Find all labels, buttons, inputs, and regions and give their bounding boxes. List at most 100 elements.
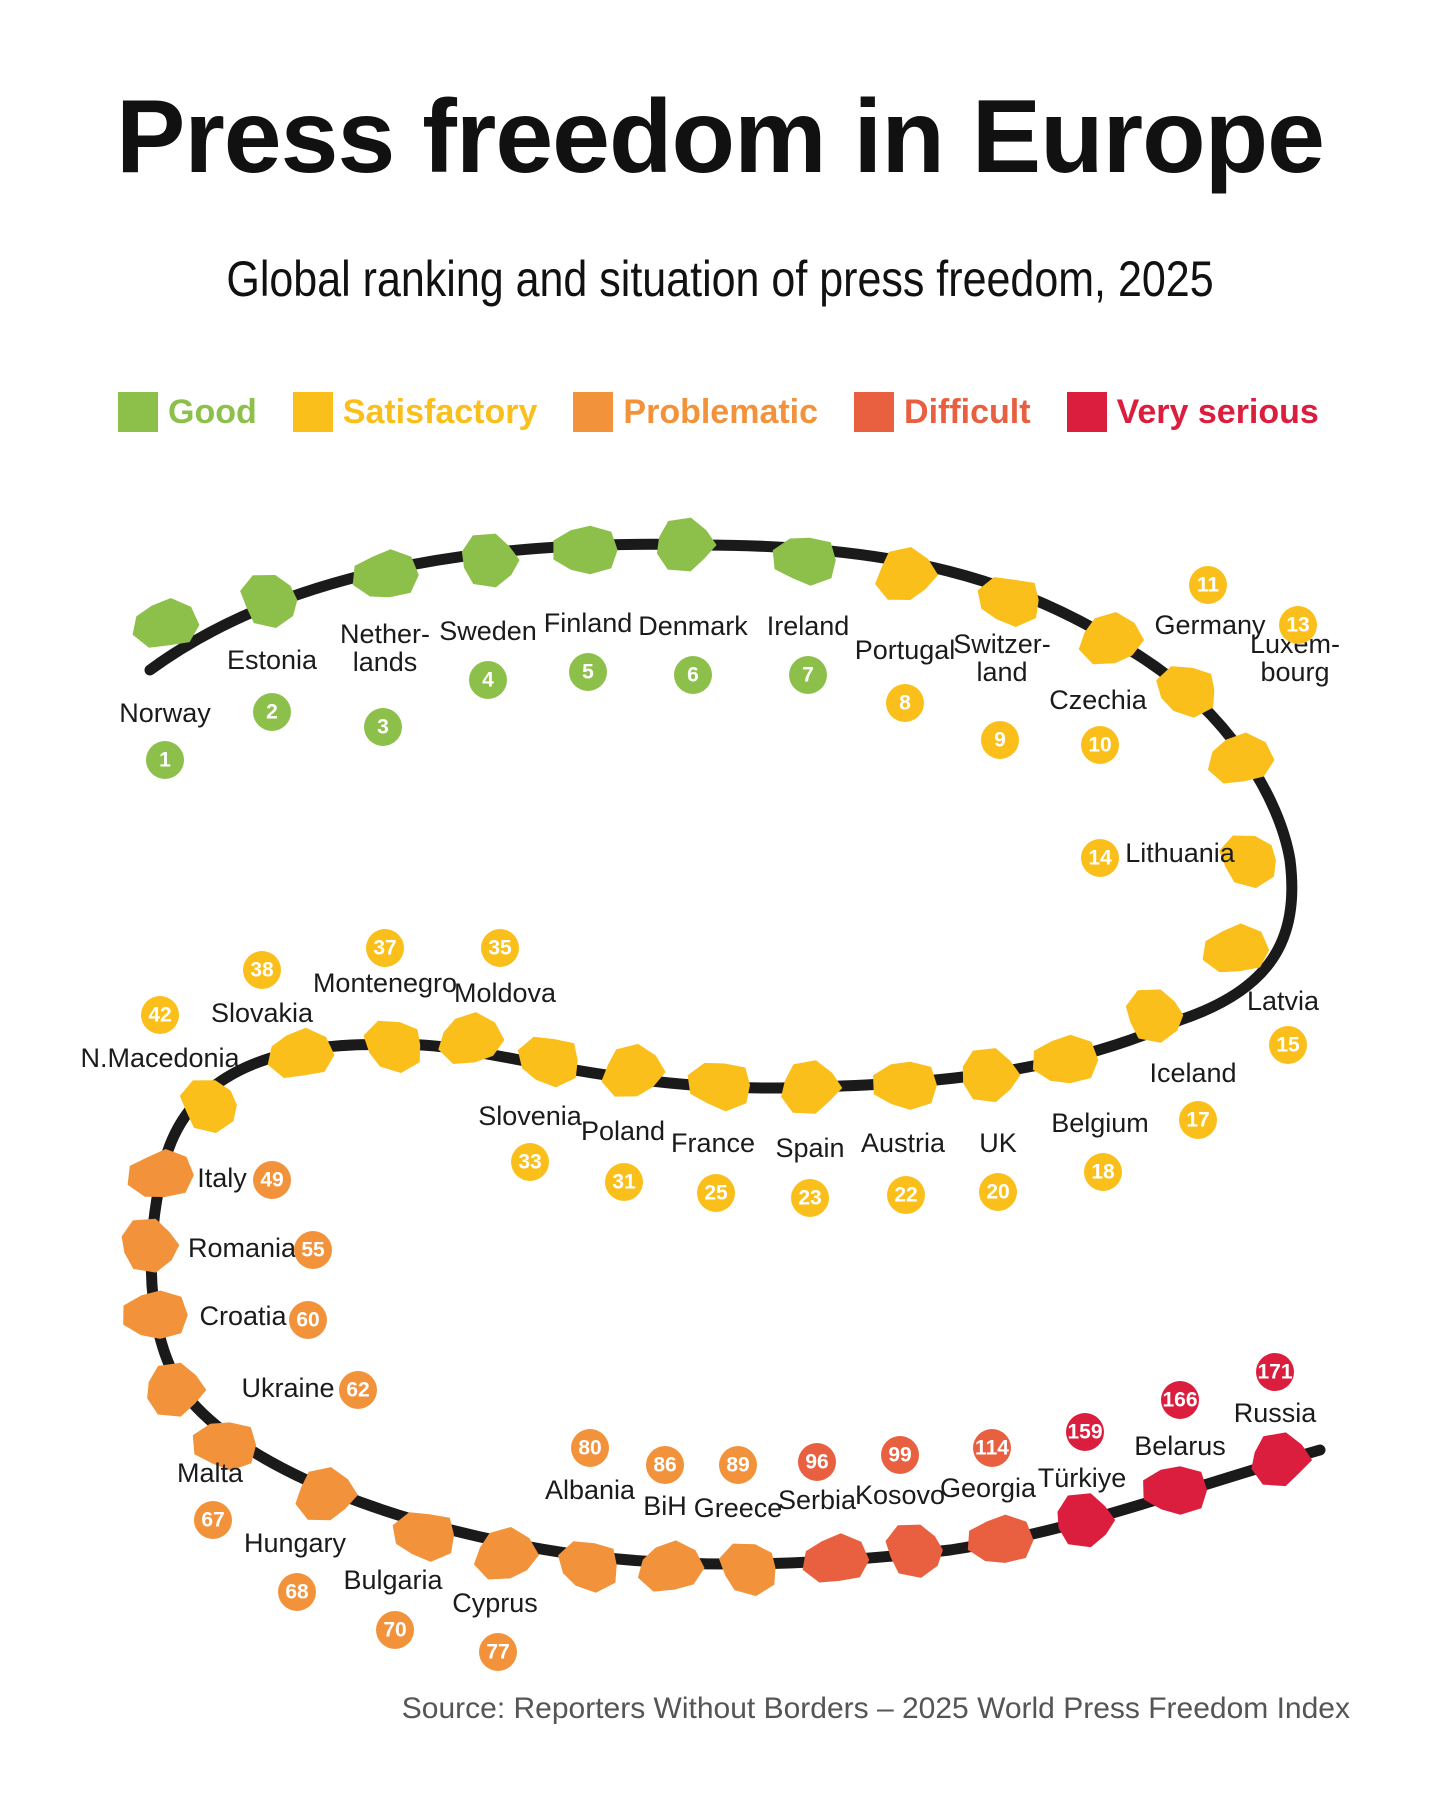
rank-badge-switzerland <box>981 721 1019 759</box>
rank-value-norway: 1 <box>159 749 171 772</box>
legend-swatch-difficult <box>854 392 895 432</box>
country-finland: Finland 5 <box>544 525 632 691</box>
country-belgium: Belgium 18 <box>1032 1034 1149 1191</box>
country-label-iceland: Iceland <box>1149 1058 1236 1088</box>
country-label-albania: Albania <box>545 1475 636 1505</box>
rank-value-iceland: 17 <box>1186 1109 1209 1132</box>
country-label-greece: Greece <box>694 1493 783 1523</box>
country-france: France 25 <box>671 1062 755 1212</box>
country-shape-hungary <box>295 1467 358 1521</box>
country-label-hungary: Hungary <box>244 1528 347 1558</box>
rank-value-bulgaria: 70 <box>383 1619 406 1642</box>
country-lithuania: Lithuania 14 <box>1081 835 1276 889</box>
country-shape-latvia <box>1202 923 1270 973</box>
rank-badge-bulgaria <box>376 1611 414 1649</box>
rank-value-austria: 22 <box>894 1184 917 1207</box>
country-nmacedonia: N.Macedonia 42 <box>80 996 241 1133</box>
rank-badge-ukraine <box>339 1371 377 1409</box>
rank-value-nmacedonia: 42 <box>148 1004 171 1027</box>
legend: Good Satisfactory Problematic Difficult … <box>118 392 1338 432</box>
country-shape-poland <box>601 1043 666 1097</box>
country-cyprus: Cyprus 77 <box>452 1527 539 1671</box>
country-shape-serbia <box>802 1533 870 1583</box>
country-bulgaria: Bulgaria 70 <box>343 1512 454 1649</box>
rank-value-cyprus: 77 <box>486 1641 509 1664</box>
rank-badge-estonia <box>253 693 291 731</box>
country-label-serbia: Serbia <box>778 1485 857 1515</box>
rank-badge-iceland <box>1179 1101 1217 1139</box>
country-czechia: Czechia 10 <box>1049 612 1148 764</box>
country-georgia: Georgia 114 <box>940 1429 1037 1563</box>
country-sweden: Sweden 4 <box>439 533 537 699</box>
rank-value-poland: 31 <box>612 1171 636 1194</box>
rank-badge-bih <box>646 1446 684 1484</box>
country-romania: Romania 55 <box>121 1218 332 1273</box>
country-shape-malta <box>192 1422 257 1471</box>
country-malta: Malta 67 <box>177 1422 257 1539</box>
country-shape-austria <box>873 1061 937 1110</box>
rank-badge-netherlands <box>364 708 402 746</box>
rank-badge-georgia <box>973 1429 1011 1467</box>
rank-badge-spain <box>791 1179 829 1217</box>
country-label-montenegro: Montenegro <box>313 968 457 998</box>
rank-badge-belgium <box>1084 1153 1122 1191</box>
country-shape-russia <box>1251 1432 1313 1487</box>
country-germany: Germany 11 <box>1154 566 1266 718</box>
country-shape-georgia <box>967 1514 1034 1563</box>
country-label-denmark: Denmark <box>638 611 748 641</box>
country-shape-iceland <box>1125 989 1184 1043</box>
rank-value-turkiye: 159 <box>1067 1421 1102 1444</box>
rank-badge-malta <box>194 1501 232 1539</box>
country-shape-luxembourg <box>1207 732 1275 784</box>
country-marks: Norway 1 Estonia 2 Nether-lands 3 Sweden 4 Finla… <box>80 517 1340 1671</box>
rank-value-luxembourg: 13 <box>1286 614 1309 637</box>
legend-label-good: Good <box>168 392 257 431</box>
rank-badge-montenegro <box>366 929 404 967</box>
country-shape-belgium <box>1032 1034 1099 1084</box>
country-poland: Poland 31 <box>581 1043 666 1201</box>
country-label-spain: Spain <box>775 1133 844 1163</box>
rank-value-slovakia: 38 <box>250 959 274 982</box>
rank-badge-denmark <box>674 656 712 694</box>
rank-badge-nmacedonia <box>141 996 179 1034</box>
legend-label-very-serious: Very serious <box>1116 392 1319 431</box>
country-greece: Greece 89 <box>694 1446 783 1597</box>
country-label-moldova: Moldova <box>454 978 557 1008</box>
rank-value-lithuania: 14 <box>1088 847 1112 870</box>
country-netherlands: Nether-lands 3 <box>340 549 430 746</box>
country-label-poland: Poland <box>581 1116 665 1146</box>
legend-item-very-serious: Very serious <box>1066 392 1319 432</box>
country-label-france: France <box>671 1128 755 1158</box>
rank-value-romania: 55 <box>301 1239 325 1262</box>
rank-value-russia: 171 <box>1257 1361 1292 1384</box>
rank-value-croatia: 60 <box>296 1309 319 1332</box>
country-shape-croatia <box>123 1290 188 1339</box>
country-shape-czechia <box>1078 612 1145 665</box>
country-label-czechia: Czechia <box>1049 685 1148 715</box>
rank-badge-albania <box>571 1429 609 1467</box>
country-label-latvia: Latvia <box>1247 986 1320 1016</box>
country-shape-estonia <box>240 575 298 628</box>
source-note: Source: Reporters Without Borders – 2025… <box>401 1692 1350 1725</box>
country-label-germany: Germany <box>1154 610 1266 640</box>
country-label-belgium: Belgium <box>1051 1108 1149 1138</box>
legend-label-satisfactory: Satisfactory <box>342 392 538 431</box>
rank-value-ukraine: 62 <box>346 1379 369 1402</box>
rank-badge-kosovo <box>881 1436 919 1474</box>
country-shape-bulgaria <box>392 1512 454 1562</box>
rank-badge-austria <box>887 1176 925 1214</box>
rank-badge-italy <box>253 1161 291 1199</box>
rank-badge-poland <box>605 1163 643 1201</box>
rank-value-hungary: 68 <box>285 1581 309 1604</box>
country-shape-cyprus <box>473 1527 539 1580</box>
country-norway: Norway 1 <box>119 598 211 779</box>
country-shape-italy <box>127 1149 194 1197</box>
country-shape-switzerland <box>977 577 1039 627</box>
rank-badge-france <box>697 1174 735 1212</box>
country-shape-slovenia <box>517 1036 578 1088</box>
rank-value-germany: 11 <box>1197 574 1220 597</box>
rank-value-malta: 67 <box>201 1509 224 1532</box>
rank-value-spain: 23 <box>798 1187 821 1210</box>
